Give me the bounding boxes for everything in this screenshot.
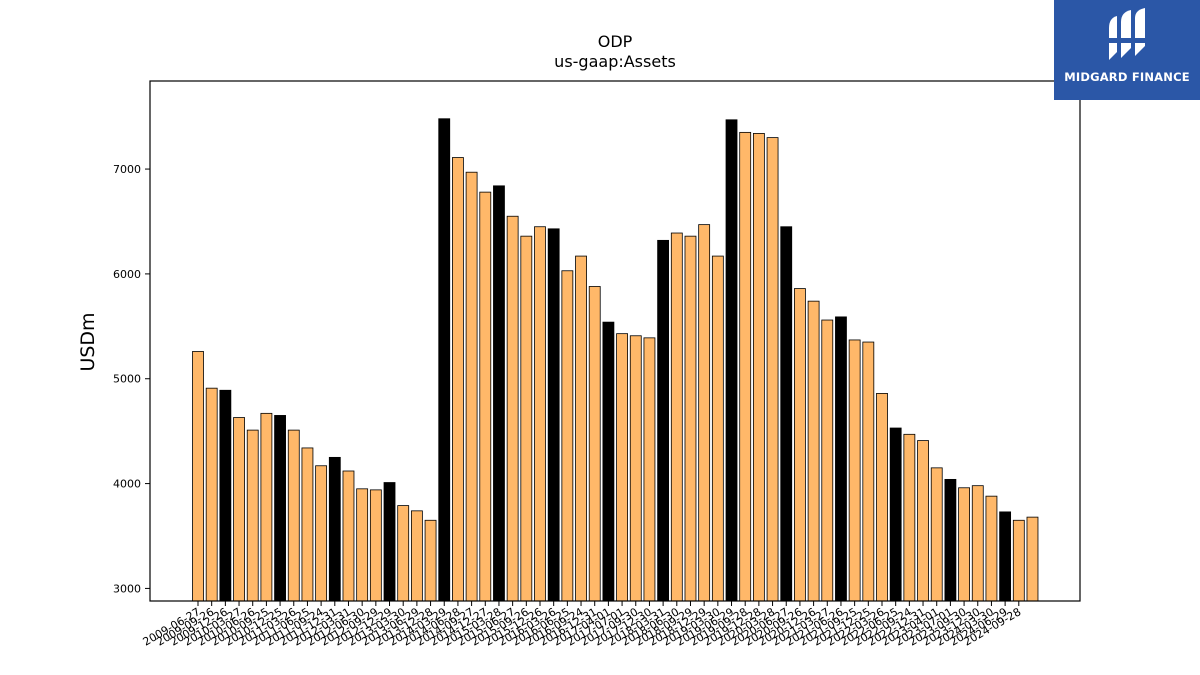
bar-2010-09-25 xyxy=(260,412,273,602)
bar-2017-12-30 xyxy=(643,337,656,602)
bar-2018-06-30 xyxy=(670,232,683,602)
y-axis: 3000 4000 5000 6000 7000 xyxy=(113,163,150,595)
bar-2021-12-25 xyxy=(862,341,875,602)
bar-2022-12-31 xyxy=(917,440,929,602)
bar-2010-03-27 xyxy=(233,417,245,602)
bar-2009-06-27 xyxy=(192,351,204,602)
bar-2022-09-24 xyxy=(903,433,916,602)
bar-2012-03-31 xyxy=(342,470,355,602)
bar-undefined xyxy=(1026,516,1039,602)
bar-2021-03-27 xyxy=(821,319,834,602)
bar-2015-09-26 xyxy=(520,235,533,602)
bar-2024-03-30 xyxy=(985,495,998,602)
bar-2023-07-01 xyxy=(944,478,957,602)
y-axis-label: USDm xyxy=(77,312,99,371)
bar-2011-09-24 xyxy=(315,465,328,602)
bar-2017-07-01 xyxy=(616,333,628,602)
bar-2014-09-27 xyxy=(465,171,478,602)
bar-2011-06-25 xyxy=(301,447,314,602)
bar-2023-04-01 xyxy=(930,467,943,602)
bar-2017-04-01 xyxy=(602,321,615,602)
bar-2021-06-26 xyxy=(835,316,847,602)
bar-2010-12-25 xyxy=(274,415,286,602)
bar-2012-06-30 xyxy=(356,488,369,602)
bar-2015-03-28 xyxy=(493,185,505,602)
bar-2012-09-29 xyxy=(369,489,382,602)
brand-logo: MIDGARD FINANCE xyxy=(1054,0,1200,100)
bar-2018-09-29 xyxy=(684,235,697,602)
bar-2021-09-25 xyxy=(848,339,861,602)
bar-2016-06-25 xyxy=(561,270,574,602)
bar-2020-09-26 xyxy=(794,288,806,602)
y-tick-label: 6000 xyxy=(113,268,141,281)
bar-2014-12-27 xyxy=(479,191,492,602)
bar-2020-06-27 xyxy=(780,226,793,602)
y-tick-label: 7000 xyxy=(113,163,141,176)
bar-2023-09-30 xyxy=(958,487,970,602)
bar-2012-12-29 xyxy=(383,482,396,602)
bar-2019-09-28 xyxy=(739,131,752,602)
bar-2011-12-31 xyxy=(328,456,341,602)
bars-group xyxy=(192,118,1039,602)
bar-2022-03-26 xyxy=(876,393,888,602)
bar-2020-03-28 xyxy=(766,137,779,602)
bar-2020-12-26 xyxy=(807,300,820,602)
bar-2016-12-31 xyxy=(588,286,601,602)
y-tick-label: 5000 xyxy=(113,373,141,386)
brand-name: MIDGARD FINANCE xyxy=(1064,70,1190,84)
bar-2019-03-30 xyxy=(711,255,724,602)
bar-2009-09-26 xyxy=(205,387,218,602)
bar-2010-06-26 xyxy=(246,429,259,602)
bar-2014-03-29 xyxy=(438,118,451,602)
bar-2013-12-28 xyxy=(424,519,437,602)
y-tick-label: 4000 xyxy=(113,478,141,491)
chart-subtitle: us-gaap:Assets xyxy=(554,52,676,71)
bar-2023-12-30 xyxy=(971,485,984,602)
x-axis: 2009-06-272009-09-262009-12-262010-03-27… xyxy=(141,601,1023,649)
plot-frame xyxy=(149,80,1081,602)
midgard-logo-icon xyxy=(1105,8,1149,60)
bar-2016-03-26 xyxy=(547,228,560,602)
bar-2019-12-28 xyxy=(752,133,765,602)
bar-2011-03-26 xyxy=(287,429,300,602)
bar-2017-09-30 xyxy=(629,335,642,602)
bar-2022-06-25 xyxy=(889,427,902,602)
y-tick-label: 3000 xyxy=(113,582,141,595)
bar-2015-06-27 xyxy=(506,215,519,602)
bar-2009-12-26 xyxy=(219,389,232,602)
bar-2018-12-29 xyxy=(698,224,711,602)
chart-title: ODP xyxy=(598,32,633,51)
bar-2015-12-26 xyxy=(534,226,546,602)
bar-2013-06-29 xyxy=(410,510,423,602)
bar-2019-06-29 xyxy=(725,119,738,602)
bar-2024-09-28 xyxy=(1012,519,1025,602)
bar-2018-03-31 xyxy=(657,239,670,602)
bar-2014-06-28 xyxy=(452,157,464,602)
bar-2016-09-24 xyxy=(575,255,587,602)
bar-2013-03-30 xyxy=(397,505,410,602)
bar-2024-06-29 xyxy=(999,511,1012,602)
